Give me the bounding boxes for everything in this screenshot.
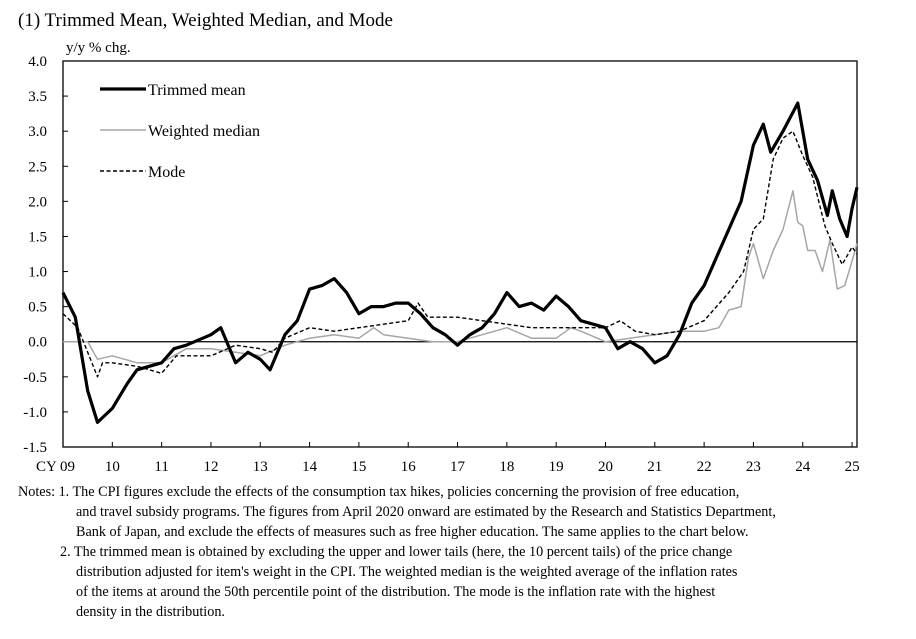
y-tick-label: 1.5 [28,229,47,245]
x-tick-label: 14 [302,459,318,475]
x-tick-label: 22 [697,459,712,475]
x-tick-label: 18 [499,459,514,475]
x-tick-label: 24 [795,459,811,475]
y-tick-label: 0.0 [28,335,47,351]
y-tick-label: -1.0 [23,405,47,421]
x-tick-label: 13 [253,459,268,475]
y-tick-label: 3.0 [28,124,47,140]
series-line-weighted-median [63,190,858,364]
y-tick-label: 3.5 [28,89,47,105]
note-line: density in the distribution. [76,604,225,620]
chart-title: (1) Trimmed Mean, Weighted Median, and M… [18,10,393,31]
y-tick-label: 4.0 [28,54,47,70]
notes: Notes: 1. The CPI figures exclude the ef… [18,482,776,622]
x-tick-label: 11 [154,459,168,475]
series-line-trimmed-mean [61,101,859,424]
x-tick-label: 16 [401,459,417,475]
x-tick-label: 21 [647,459,662,475]
note-line: and travel subsidy programs. The figures… [76,504,776,520]
x-tick-label: 23 [746,459,761,475]
y-tick-label: 1.0 [28,265,47,281]
x-tick-label: 19 [549,459,564,475]
note-line: of the items at around the 50th percenti… [76,584,716,600]
y-tick-label: -1.5 [23,440,47,456]
legend-label: Mode [148,164,185,181]
note-line: Notes: 1. The CPI figures exclude the ef… [18,484,740,500]
chart-svg: y/y % chg. 4.0 3.5 3.0 2.5 2.0 1.5 1.0 0.5 0.0 -0.… [23,40,860,475]
note-line: Bank of Japan, and exclude the effects o… [76,524,749,540]
y-axis-label: y/y % chg. [66,40,131,56]
note-line: 2. The trimmed mean is obtained by exclu… [60,544,733,560]
x-tick-label: 15 [351,459,366,475]
legend-label: Weighted median [148,123,260,140]
series-line-mode [62,130,858,378]
note-line: distribution adjusted for item's weight … [76,564,738,580]
legend-label: Trimmed mean [148,82,246,99]
y-tick-label: 2.0 [28,194,47,210]
x-tick-label: 10 [105,459,120,475]
x-tick-label: 17 [450,459,466,475]
y-tick-label: 2.5 [28,159,47,175]
x-tick-label: 12 [203,459,218,475]
x-tick-label: 20 [598,459,613,475]
x-tick-label: 25 [845,459,860,475]
plot-frame [62,60,858,448]
y-tick-label: 0.5 [28,300,47,316]
x-tick-label: CY 09 [36,459,75,475]
y-tick-label: -0.5 [23,370,47,386]
